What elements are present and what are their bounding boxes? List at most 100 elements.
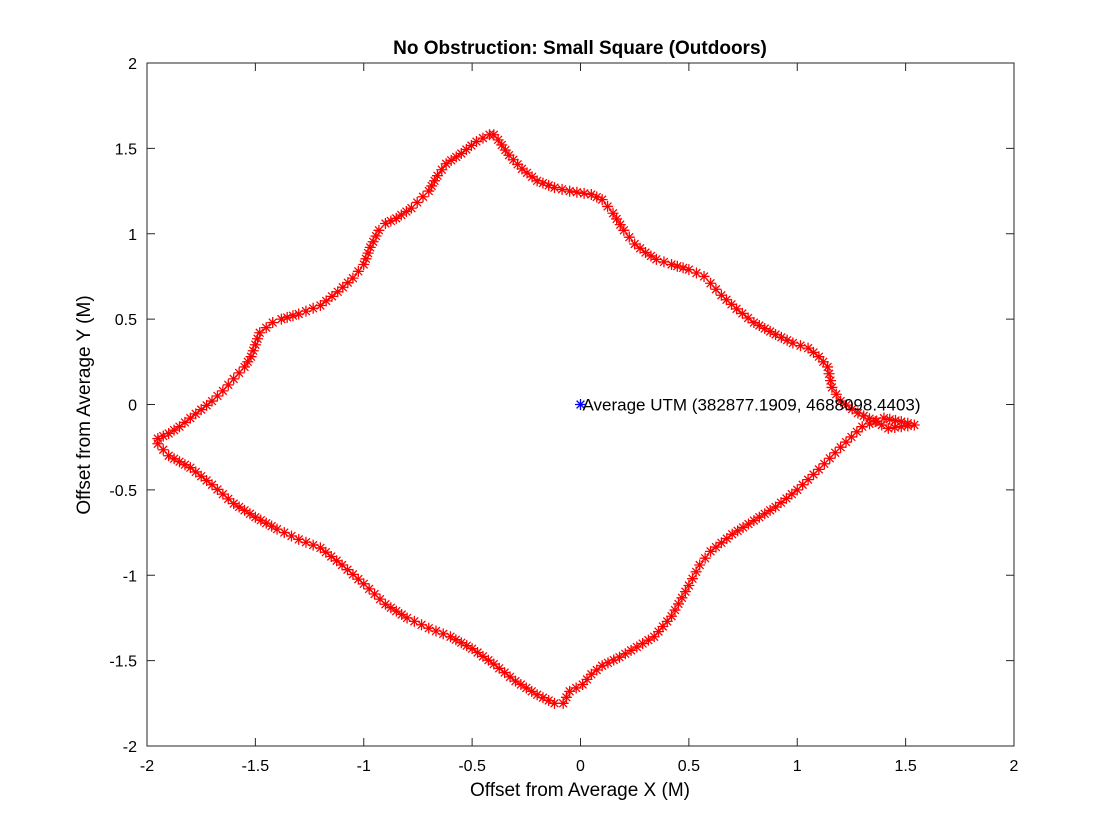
data-point (715, 289, 727, 301)
data-point (373, 224, 385, 236)
data-point (244, 508, 256, 520)
data-point (342, 277, 354, 289)
data-point (512, 158, 524, 170)
data-point (390, 605, 402, 617)
data-point (560, 691, 572, 703)
y-tick-label: -1 (123, 568, 137, 585)
data-point (732, 525, 744, 537)
data-point (526, 685, 538, 697)
data-point (787, 337, 799, 349)
data-point (856, 421, 868, 433)
average-point (575, 399, 586, 410)
data-point (637, 638, 649, 650)
data-point (271, 523, 283, 535)
data-point (163, 428, 175, 440)
data-point (822, 361, 834, 373)
data-point (764, 326, 776, 338)
data-point (206, 479, 218, 491)
data-point (190, 466, 202, 478)
x-tick-label: 1.5 (895, 758, 917, 775)
data-point (460, 144, 472, 156)
data-point (450, 634, 462, 646)
data-point (770, 501, 782, 513)
data-point (488, 658, 500, 670)
data-point (278, 527, 290, 539)
data-point (325, 550, 337, 562)
data-point (385, 602, 397, 614)
data-point (840, 399, 852, 411)
data-point (748, 515, 760, 527)
data-point (201, 399, 213, 411)
data-point (591, 191, 603, 203)
data-point (835, 441, 847, 453)
data-point (585, 668, 597, 680)
data-point (341, 564, 353, 576)
data-point (195, 470, 207, 482)
data-point (195, 404, 207, 416)
data-point (677, 262, 689, 274)
data-point (845, 431, 857, 443)
data-point (813, 351, 825, 363)
data-point (493, 662, 505, 674)
data-point (650, 253, 662, 265)
y-tick-label: 1 (128, 227, 137, 244)
data-point (671, 260, 683, 272)
x-axis-ticks: -2 -1.5 -1 -0.5 0 0.5 1 1.5 2 (140, 63, 1019, 775)
data-point (780, 492, 792, 504)
data-point (570, 682, 582, 694)
data-point (537, 177, 549, 189)
data-point (742, 518, 754, 530)
y-tick-label: -0.5 (109, 483, 137, 500)
data-point (287, 310, 299, 322)
y-tick-label: 2 (128, 56, 137, 73)
data-point (710, 283, 722, 295)
data-point (242, 356, 254, 368)
data-point (882, 422, 894, 434)
data-point (255, 514, 267, 526)
data-point (206, 395, 218, 407)
data-point (823, 368, 835, 380)
data-point (455, 147, 467, 159)
data-point (364, 241, 376, 253)
data-point (840, 436, 852, 448)
data-point (470, 136, 482, 148)
data-point (731, 303, 743, 315)
data-point (360, 253, 372, 265)
data-point (808, 346, 820, 358)
data-point (902, 417, 914, 429)
data-point (871, 415, 883, 427)
data-point (808, 469, 820, 481)
data-point (267, 317, 279, 329)
data-point (694, 559, 706, 571)
data-point (201, 474, 213, 486)
data-point (813, 463, 825, 475)
data-point (437, 628, 449, 640)
data-point (818, 458, 830, 470)
data-point (648, 631, 660, 643)
data-point (895, 416, 907, 428)
data-point (445, 154, 457, 166)
data-point (152, 438, 164, 450)
data-point (477, 132, 489, 144)
data-point (846, 403, 858, 415)
data-point (266, 520, 278, 532)
data-point (578, 187, 590, 199)
data-point (411, 196, 423, 208)
data-point (245, 351, 257, 363)
data-point (908, 419, 920, 431)
data-point (430, 625, 442, 637)
data-point (184, 412, 196, 424)
data-point (781, 334, 793, 346)
data-point (564, 185, 576, 197)
data-point (515, 679, 527, 691)
data-point (631, 641, 643, 653)
data-point (653, 626, 665, 638)
data-point (254, 327, 266, 339)
data-point (698, 270, 710, 282)
data-point (657, 620, 669, 632)
data-point (293, 308, 305, 320)
y-axis-ticks: -2 -1.5 -1 -0.5 0 0.5 1 1.5 2 (109, 56, 1014, 756)
data-point (326, 290, 338, 302)
data-point (642, 634, 654, 646)
